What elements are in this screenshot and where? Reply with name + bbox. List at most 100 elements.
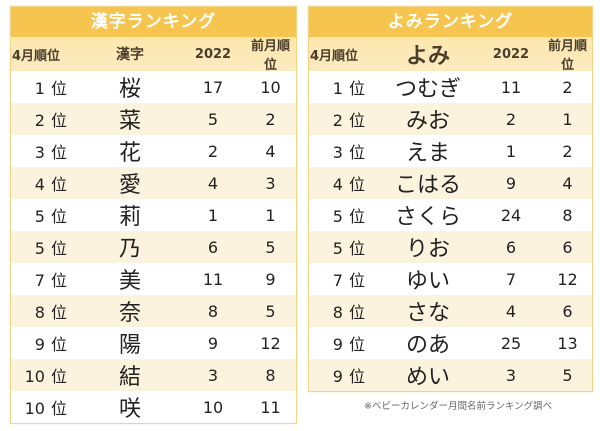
- prev-rank-cell: 8: [265, 365, 276, 385]
- table-row: 5 位さくら 24 8: [309, 199, 592, 231]
- prev-rank-cell: 4: [562, 173, 573, 193]
- prev-rank-cell: 6: [562, 237, 573, 257]
- rank-2022-cell: 17: [202, 77, 224, 97]
- table-title: よみランキング: [309, 7, 592, 37]
- rank-number: 1: [34, 79, 45, 98]
- table-row: 10 位 咲 10 11: [11, 391, 296, 423]
- rank-unit: 位: [50, 239, 67, 258]
- rank-unit: 位: [348, 207, 365, 226]
- rank-2022-cell: 24: [500, 205, 522, 225]
- prev-rank-cell: 5: [265, 301, 276, 321]
- rank-2022-cell: 5: [207, 109, 219, 129]
- rank-unit: 位: [348, 143, 365, 162]
- prev-rank-cell: 1: [562, 109, 573, 129]
- table-row: 10 位 結 3 8: [11, 359, 296, 391]
- rank-unit: 位: [50, 143, 67, 162]
- prev-rank-cell: 13: [557, 333, 578, 353]
- column-headers: 4月順位 よみ 2022 前月順位: [309, 37, 592, 73]
- name-cell: りお: [405, 237, 450, 262]
- rank-2022-cell: 7: [505, 269, 517, 289]
- rank-2022-cell: 4: [207, 173, 219, 193]
- rank-number: 3: [34, 143, 45, 162]
- prev-rank-cell: 12: [557, 269, 578, 289]
- rank-2022-cell: 6: [505, 237, 517, 257]
- rank-2022-cell: 3: [207, 365, 219, 385]
- col-header-2022: 2022: [492, 46, 530, 62]
- rank-number: 9: [332, 367, 343, 386]
- rank-unit: 位: [50, 271, 67, 290]
- prev-rank-cell: 2: [562, 141, 573, 161]
- rank-unit: 位: [348, 303, 365, 322]
- prev-rank-cell: 8: [562, 205, 573, 225]
- name-cell: 奈: [118, 301, 141, 326]
- rank-2022-cell: 2: [505, 109, 517, 129]
- rank-unit: 位: [348, 335, 365, 354]
- rank-number: 5: [34, 239, 45, 258]
- prev-rank-cell: 5: [265, 237, 276, 257]
- rank-unit: 位: [50, 367, 67, 386]
- rank-number: 10: [24, 367, 45, 386]
- rank-unit: 位: [50, 399, 67, 418]
- table-row: 4 位こはる 9 4: [309, 167, 592, 199]
- prev-rank-cell: 4: [265, 141, 276, 161]
- name-cell: めい: [405, 365, 450, 390]
- table-row: 7 位 美 11 9: [11, 263, 296, 295]
- rank-unit: 位: [348, 111, 365, 130]
- name-cell: 桜: [118, 77, 141, 102]
- col-header-name: よみ: [405, 44, 450, 69]
- name-cell: 咲: [118, 397, 141, 422]
- table-row: 3 位 えま 1 2: [309, 135, 592, 167]
- name-cell: 菜: [118, 109, 141, 134]
- name-cell: 美: [118, 269, 141, 294]
- rank-2022-cell: 10: [202, 397, 224, 417]
- rank-2022-cell: 6: [207, 237, 219, 257]
- rank-number: 7: [332, 271, 343, 290]
- rank-unit: 位: [348, 79, 365, 98]
- prev-rank-cell: 11: [260, 397, 281, 417]
- table-row: 1 位 桜 17 10: [11, 71, 296, 103]
- rank-number: 4: [34, 175, 45, 194]
- table-row: 9 位陽 9 12: [11, 327, 296, 359]
- rank-2022-cell: 25: [500, 333, 522, 353]
- rank-unit: 位: [50, 111, 67, 130]
- table-title: 漢字ランキング: [11, 7, 296, 37]
- rank-unit: 位: [348, 175, 365, 194]
- rank-2022-cell: 1: [207, 205, 219, 225]
- prev-rank-cell: 2: [265, 109, 276, 129]
- yomi-ranking-table: よみランキング 4月順位 よみ 2022 前月順位 1 位つむぎ 11 2 2 位みお 2 1…: [308, 6, 593, 392]
- name-cell: えま: [405, 141, 450, 166]
- rank-2022-cell: 11: [500, 77, 522, 97]
- name-cell: のあ: [405, 333, 450, 358]
- prev-rank-cell: 6: [562, 301, 573, 321]
- rank-unit: 位: [50, 303, 67, 322]
- rank-2022-cell: 8: [207, 301, 219, 321]
- name-cell: 結: [118, 365, 141, 390]
- rank-number: 2: [332, 111, 343, 130]
- table-row: 9 位 めい 3 5: [309, 359, 592, 391]
- table-row: 2 位みお 2 1: [309, 103, 592, 135]
- rank-2022-cell: 9: [505, 173, 517, 193]
- kanji-ranking-table: 漢字ランキング 4月順位 漢字 2022 前月順位 1 位桜 17 10 2 位菜 5 2 3 位…: [10, 6, 297, 424]
- rank-cell: 10 位: [11, 363, 79, 387]
- rank-number: 10: [24, 399, 45, 418]
- prev-rank-cell: 3: [265, 173, 276, 193]
